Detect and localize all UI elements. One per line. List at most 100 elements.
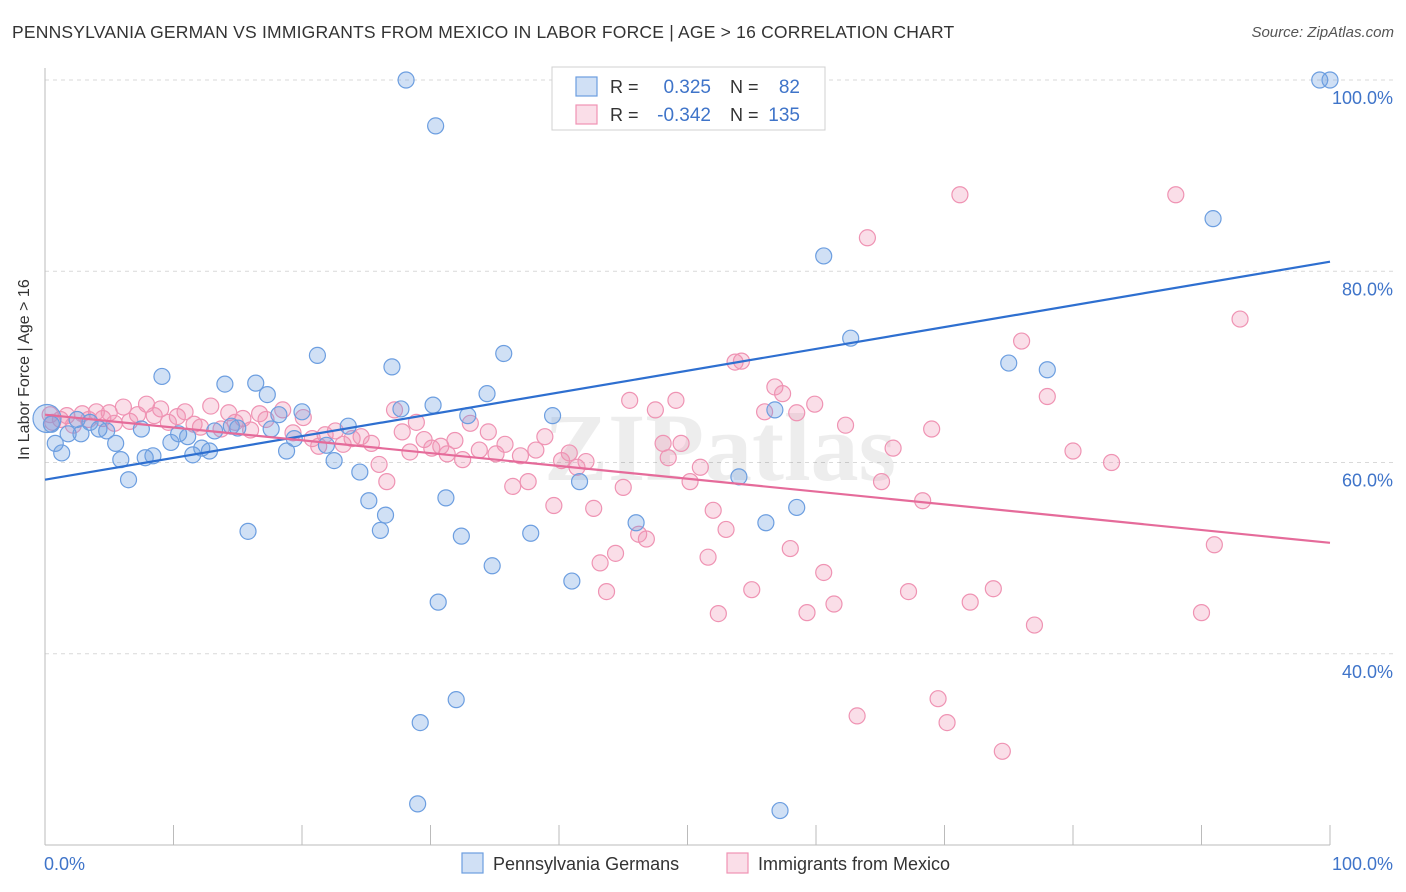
legend-label: Immigrants from Mexico [758, 854, 950, 874]
immigrants-from-mexico-point [614, 478, 632, 496]
immigrants-from-mexico-point [511, 447, 530, 465]
immigrants-from-mexico-point [294, 408, 312, 427]
stats-n-label: N = [730, 77, 759, 97]
immigrants-from-mexico-point [755, 403, 774, 421]
pennsylvania-germans-point [32, 403, 62, 434]
pennsylvania-germans-point [179, 428, 197, 446]
immigrants-from-mexico-point [681, 473, 699, 491]
pennsylvania-germans-point [522, 524, 540, 542]
immigrants-from-mexico-point [479, 423, 497, 441]
pennsylvania-germans-point [447, 691, 465, 709]
pennsylvania-germans-point [262, 420, 280, 438]
pennsylvania-germans-point [239, 522, 257, 540]
trend-lines [44, 260, 1331, 544]
immigrants-from-mexico-point [848, 707, 866, 725]
immigrants-from-mexico-point [446, 431, 464, 450]
immigrants-from-mexico-point [1064, 442, 1082, 460]
immigrants-from-mexico-point [899, 582, 918, 601]
pennsylvania-germans-point [1038, 361, 1056, 379]
immigrants-from-mexico-point [951, 186, 969, 204]
x-tick-label: 0.0% [44, 854, 85, 874]
immigrants-from-mexico-point [872, 473, 891, 491]
pennsylvania-germans-point [258, 386, 276, 404]
stats-n-value: 82 [779, 77, 800, 98]
pennsylvania-germans-point [229, 419, 247, 437]
immigrants-from-mexico-point [858, 229, 877, 247]
immigrants-from-mexico-point [1102, 453, 1121, 472]
immigrants-from-mexico-point [691, 458, 709, 476]
x-tick-label: 100.0% [1332, 854, 1393, 874]
immigrants-from-mexico-point [1012, 332, 1031, 350]
pennsylvania-germans-point [570, 473, 589, 491]
pennsylvania-germans-point [483, 557, 501, 575]
immigrants-from-mexico-point [1231, 310, 1249, 328]
immigrants-from-mexico-point [585, 499, 603, 517]
immigrants-from-mexico-point [591, 554, 609, 572]
stats-r-label: R = [610, 77, 639, 97]
immigrants-from-mexico-point [504, 477, 522, 496]
immigrants-from-mexico-point [667, 391, 685, 409]
immigrants-from-mexico-point [815, 563, 833, 582]
pennsylvania-germans-point [495, 344, 513, 363]
pennsylvania-germans-point [325, 451, 343, 470]
immigrants-from-mexico-point [654, 434, 672, 452]
pennsylvania-germans-point [383, 358, 401, 376]
stats-n-label: N = [730, 105, 759, 125]
immigrants-from-mexico-point [606, 544, 625, 562]
immigrants-from-mexico-point [362, 434, 380, 452]
immigrants-from-mexico-point [519, 473, 537, 491]
immigrants-from-mexico-point [393, 423, 411, 441]
axes [44, 68, 1331, 846]
legend-label: Pennsylvania Germans [493, 854, 679, 874]
immigrants-from-mexico-point [152, 400, 170, 418]
stats-swatch [575, 76, 598, 97]
immigrants-from-mexico-point [836, 416, 855, 434]
pennsylvania-germans-point [371, 521, 389, 539]
stats-r-value: 0.325 [663, 77, 711, 98]
immigrants-from-mexico-point [646, 401, 664, 419]
source-label: Source: ZipAtlas.com [1251, 24, 1394, 41]
y-tick-label: 80.0% [1342, 279, 1393, 299]
immigrants-from-mexico-point [454, 451, 472, 469]
immigrants-from-mexico-point [378, 473, 396, 491]
immigrants-from-mexico-point [704, 501, 722, 519]
pennsylvania-germans-point [766, 401, 784, 419]
immigrants-from-mexico-point [672, 434, 690, 452]
immigrants-from-mexico-point [496, 435, 514, 453]
immigrants-from-mexico-point [659, 449, 677, 467]
immigrants-from-mexico-point [145, 407, 163, 425]
pennsylvania-germans-point [53, 444, 71, 462]
pennsylvania-germans-point [119, 471, 138, 489]
pennsylvania-germans-point [392, 400, 410, 418]
immigrants-from-mexico-point [114, 398, 132, 416]
y-tick-label: 100.0% [1332, 88, 1393, 108]
immigrants-from-mexico-point [717, 520, 735, 539]
immigrants-from-mexico-point [352, 428, 370, 446]
watermark: ZIPatlas [544, 394, 896, 501]
immigrants-from-mexico-point [984, 580, 1002, 598]
pennsylvania-germans-point [360, 492, 378, 510]
pennsylvania-germans-point [46, 434, 64, 452]
immigrants-from-mexico-point [385, 401, 404, 419]
y-tick-label: 40.0% [1342, 662, 1393, 682]
immigrants-from-mexico-point [788, 404, 806, 422]
immigrants-from-mexico-point [470, 441, 488, 459]
immigrants-from-mexico-trendline [44, 413, 1331, 544]
pennsylvania-germans-point [427, 117, 445, 135]
pennsylvania-germans-point [98, 422, 116, 440]
pennsylvania-germans-point [757, 514, 775, 532]
immigrants-from-mexico-point [1205, 536, 1223, 554]
pennsylvania-germans-point [788, 498, 806, 517]
immigrants-from-mexico-point [773, 385, 792, 403]
pennsylvania-germans-point [59, 425, 77, 443]
pennsylvania-germans-point [339, 417, 357, 435]
pennsylvania-germans-point [478, 385, 496, 403]
pennsylvania-germans-point [437, 489, 455, 507]
pennsylvania-germans-point [293, 403, 311, 421]
pennsylvania-germans-point [397, 71, 415, 89]
pennsylvania-germans-point [409, 795, 427, 813]
stats-n-value: 135 [768, 105, 800, 126]
gridlines [45, 79, 1395, 655]
immigrants-from-mexico-point [709, 604, 727, 623]
pennsylvania-germans-point [424, 396, 442, 414]
